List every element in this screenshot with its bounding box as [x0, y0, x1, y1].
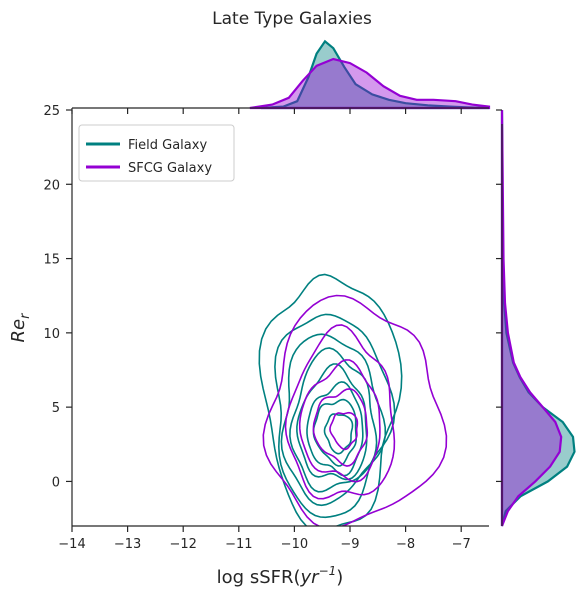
- x-tick-label: −8: [396, 537, 415, 552]
- x-tick-label: −11: [225, 537, 252, 552]
- x-tick-label: −7: [452, 537, 471, 552]
- legend: Field Galaxy SFCG Galaxy: [78, 124, 235, 182]
- x-tick-label: −9: [340, 537, 359, 552]
- sfcg-galaxy-contour: [298, 359, 381, 483]
- field-galaxy-contour: [296, 363, 368, 481]
- sfcg-galaxy-contour: [329, 411, 359, 451]
- main-plot-area: [258, 273, 448, 526]
- x-axis-label-main: log sSFR(: [217, 567, 301, 588]
- field-galaxy-contour: [274, 313, 396, 519]
- x-ticks: −14 −13 −12 −11 −10 −9 −8 −7: [58, 108, 471, 552]
- right-marginal-kde: [500, 109, 576, 527]
- y-tick-label: 25: [43, 104, 60, 119]
- sfcg-galaxy-top-marginal: [249, 57, 491, 110]
- y-tick-label: 20: [43, 178, 60, 193]
- field-galaxy-contour: [323, 413, 354, 455]
- sfcg-galaxy-contour: [312, 388, 369, 467]
- x-axis-label-close: ): [336, 567, 343, 588]
- x-tick-label: −13: [114, 537, 141, 552]
- y-tick-label: 10: [43, 327, 60, 342]
- y-axis-label: Rer: [8, 312, 33, 343]
- x-tick-label: −10: [281, 537, 308, 552]
- x-axis-label-var: yr: [300, 567, 321, 588]
- x-tick-label: −14: [58, 537, 85, 552]
- sfcg-galaxy-right-marginal: [500, 109, 563, 527]
- sfcg-galaxy-contour: [262, 294, 448, 526]
- top-marginal-kde: [249, 39, 491, 110]
- chart-title: Late Type Galaxies: [212, 9, 372, 29]
- y-axis-label-sub: r: [18, 312, 33, 319]
- x-tick-label: −12: [169, 537, 196, 552]
- legend-label-field: Field Galaxy: [128, 138, 207, 153]
- y-tick-label: 5: [52, 401, 60, 416]
- sfcg-galaxy-contour: [284, 324, 396, 500]
- field-galaxy-contour: [312, 398, 358, 467]
- field-galaxy-top-marginal: [260, 39, 490, 110]
- x-axis-label-sup: −1: [319, 564, 337, 578]
- y-tick-label: 0: [52, 475, 60, 490]
- y-tick-label: 15: [43, 253, 60, 268]
- legend-label-sfcg: SFCG Galaxy: [128, 161, 212, 176]
- y-ticks: 0 5 10 15 20 25: [43, 104, 502, 490]
- y-axis-label-main: Re: [8, 319, 29, 343]
- x-axis-label: log sSFR(yr−1): [217, 564, 344, 588]
